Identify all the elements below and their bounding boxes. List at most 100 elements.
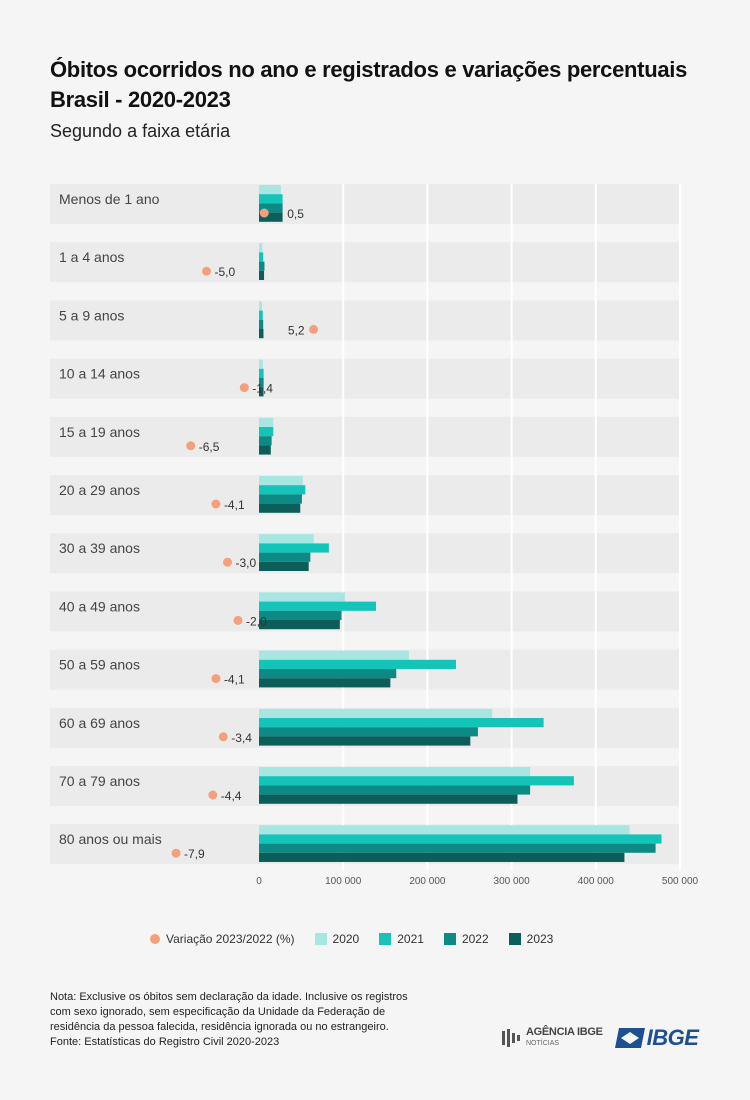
x-tick-label: 300 000 bbox=[494, 876, 531, 887]
bar-2021 bbox=[259, 543, 329, 553]
category-band bbox=[50, 475, 680, 515]
legend-label-variation: Variação 2023/2022 (%) bbox=[166, 932, 295, 946]
bar-2022 bbox=[259, 785, 531, 795]
category-band bbox=[50, 533, 680, 574]
bar-2021 bbox=[259, 485, 306, 495]
legend-swatch-2023 bbox=[508, 933, 521, 945]
bar-2020 bbox=[259, 708, 493, 718]
bar-2022 bbox=[259, 261, 265, 271]
legend-label-2023: 2023 bbox=[526, 932, 554, 946]
footnote: Nota: Exclusive os óbitos sem declaração… bbox=[50, 990, 450, 1050]
bar-2022 bbox=[259, 378, 264, 388]
legend-swatch-2020 bbox=[314, 933, 327, 945]
category-band bbox=[50, 300, 680, 341]
bar-2021 bbox=[259, 310, 263, 320]
variation-label: -3,4 bbox=[231, 731, 252, 745]
category-label: 50 a 59 anos bbox=[59, 657, 140, 673]
bar-2020 bbox=[259, 417, 274, 427]
chart-title: Óbitos ocorridos no ano e registrados e … bbox=[50, 55, 720, 115]
bar-2021 bbox=[259, 718, 544, 728]
variation-label: -3,0 bbox=[236, 556, 257, 570]
title-line-1: Óbitos ocorridos no ano e registrados e … bbox=[50, 57, 688, 82]
bar-2022 bbox=[259, 436, 272, 446]
category-label: Menos de 1 ano bbox=[59, 191, 160, 207]
category-label: 30 a 39 anos bbox=[59, 540, 140, 556]
x-tick-label: 400 000 bbox=[578, 876, 615, 887]
agencia-logo-subtext: NOTÍCIAS bbox=[526, 1040, 560, 1047]
bar-2021 bbox=[259, 427, 274, 437]
bar-2023 bbox=[259, 212, 283, 222]
category-label: 70 a 79 anos bbox=[59, 773, 140, 789]
bar-2022 bbox=[259, 319, 264, 329]
variation-label: 0,5 bbox=[287, 207, 304, 221]
bar-2023 bbox=[259, 387, 264, 397]
bar-2020 bbox=[259, 650, 409, 660]
bar-2021 bbox=[259, 834, 662, 844]
variation-dot bbox=[208, 790, 218, 800]
bar-2022 bbox=[259, 610, 342, 620]
bar-2020 bbox=[259, 476, 303, 486]
category-label: 80 anos ou mais bbox=[59, 831, 162, 847]
category-label: 40 a 49 anos bbox=[59, 598, 140, 614]
legend-swatch-2021 bbox=[379, 933, 392, 945]
category-label: 1 a 4 anos bbox=[59, 249, 124, 265]
chart-legend: Variação 2023/2022 (%) 2020 2021 2022 20… bbox=[150, 932, 573, 946]
variation-dot bbox=[309, 324, 319, 334]
x-tick-label: 100 000 bbox=[325, 876, 362, 887]
bar-2020 bbox=[259, 534, 314, 544]
bar-2021 bbox=[259, 776, 574, 786]
variation-dot bbox=[239, 383, 249, 393]
legend-dot-variation bbox=[150, 934, 160, 944]
legend-label-2022: 2022 bbox=[461, 932, 489, 946]
variation-dot bbox=[171, 848, 181, 858]
category-band bbox=[50, 416, 680, 457]
variation-label: -1,4 bbox=[252, 382, 273, 396]
category-band bbox=[50, 242, 680, 283]
note-line-2: com sexo ignorado, sem especificação da … bbox=[50, 1006, 386, 1018]
variation-label: -5,0 bbox=[215, 265, 236, 279]
legend-item-2022: 2022 bbox=[443, 932, 489, 946]
ibge-logo-text: IBGE bbox=[646, 1025, 699, 1050]
bar-2020 bbox=[259, 243, 263, 253]
x-tick-label: 200 000 bbox=[409, 876, 446, 887]
ibge-logo: IBGE bbox=[614, 1025, 699, 1051]
bar-2022 bbox=[259, 552, 311, 562]
category-label: 20 a 29 anos bbox=[59, 482, 140, 498]
bar-2023 bbox=[259, 503, 301, 513]
logos: AGÊNCIA IBGE NOTÍCIAS IBGE bbox=[500, 1025, 699, 1051]
bar-2020 bbox=[259, 592, 345, 602]
bar-2021 bbox=[259, 194, 283, 204]
variation-dot bbox=[202, 266, 211, 276]
category-label: 60 a 69 anos bbox=[59, 715, 140, 731]
variation-label: 5,2 bbox=[288, 323, 305, 337]
category-label: 10 a 14 anos bbox=[59, 366, 140, 382]
category-band bbox=[50, 591, 680, 632]
variation-dot bbox=[186, 441, 196, 451]
bar-2023 bbox=[259, 852, 625, 862]
bar-2023 bbox=[259, 445, 271, 455]
bar-2022 bbox=[259, 203, 283, 213]
legend-swatch-2022 bbox=[443, 933, 456, 945]
x-tick-label: 0 bbox=[256, 876, 262, 887]
bar-2020 bbox=[259, 301, 262, 311]
bar-2020 bbox=[259, 359, 263, 369]
legend-label-2020: 2020 bbox=[332, 932, 360, 946]
variation-label: -6,5 bbox=[199, 440, 220, 454]
category-band bbox=[50, 358, 680, 399]
agencia-ibge-icon bbox=[502, 1029, 520, 1047]
category-label: 15 a 19 anos bbox=[59, 424, 140, 440]
bar-2021 bbox=[259, 601, 377, 611]
variation-dot bbox=[259, 208, 269, 218]
bar-2023 bbox=[259, 270, 265, 280]
legend-item-2021: 2021 bbox=[379, 932, 424, 946]
variation-label: -4,4 bbox=[221, 789, 242, 803]
legend-item-2023: 2023 bbox=[508, 932, 554, 946]
bar-2020 bbox=[259, 185, 281, 195]
bar-2023 bbox=[259, 794, 518, 804]
legend-item-2020: 2020 bbox=[314, 932, 360, 946]
variation-dot bbox=[218, 732, 228, 742]
variation-dot bbox=[211, 499, 221, 509]
variation-label: -2,0 bbox=[246, 614, 267, 628]
bar-2023 bbox=[259, 620, 340, 630]
bar-2023 bbox=[259, 329, 264, 339]
